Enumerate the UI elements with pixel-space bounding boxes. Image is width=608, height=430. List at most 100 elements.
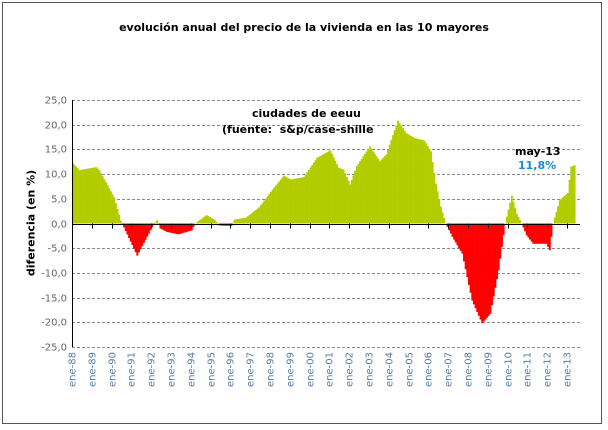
bar xyxy=(235,219,238,224)
bar xyxy=(296,178,299,224)
bar xyxy=(88,168,91,224)
bar xyxy=(261,202,264,224)
bar xyxy=(195,222,198,224)
bar xyxy=(451,223,454,237)
callout-value: 11,8% xyxy=(518,159,557,172)
bar xyxy=(96,168,99,224)
bar xyxy=(522,223,525,228)
bar xyxy=(283,175,286,224)
bar xyxy=(494,223,497,288)
bar xyxy=(519,220,522,224)
bar xyxy=(365,151,368,224)
bar xyxy=(139,223,142,250)
bar xyxy=(327,151,330,224)
bar xyxy=(182,223,185,233)
bar xyxy=(560,198,563,224)
bar xyxy=(114,203,117,224)
bar xyxy=(410,136,413,224)
x-tick-label: ene-96 xyxy=(225,352,236,387)
bar xyxy=(573,165,576,224)
x-tick-label: ene-03 xyxy=(364,352,375,387)
bar xyxy=(118,214,121,224)
bar xyxy=(395,125,398,224)
bar xyxy=(95,167,98,224)
bar xyxy=(166,223,168,232)
bar xyxy=(319,155,322,224)
bar xyxy=(515,213,518,224)
bar xyxy=(529,223,531,240)
x-tick-label: ene-88 xyxy=(67,352,78,387)
bar xyxy=(172,223,175,234)
x-tick-label: ene-89 xyxy=(87,352,98,387)
bar xyxy=(180,223,183,234)
x-tick-label: ene-92 xyxy=(146,352,157,387)
x-tick-label: ene-95 xyxy=(206,352,217,387)
bar xyxy=(187,223,190,232)
bar xyxy=(505,216,508,224)
bar xyxy=(347,180,350,224)
bar xyxy=(260,205,263,224)
bar xyxy=(408,135,411,224)
bar xyxy=(540,223,543,244)
bar xyxy=(279,179,282,224)
bar xyxy=(354,170,357,224)
y-tick-label: 25,0 xyxy=(44,95,67,106)
bar xyxy=(240,218,243,224)
x-tick-label: ene-90 xyxy=(107,352,118,387)
bar xyxy=(468,223,470,285)
bar xyxy=(484,223,487,320)
bar xyxy=(487,223,490,316)
y-tick-label: 0,0 xyxy=(51,219,67,230)
bar xyxy=(128,223,131,239)
y-tick-label: 20,0 xyxy=(44,120,67,131)
bar xyxy=(169,223,172,233)
bar xyxy=(538,223,541,244)
bar xyxy=(441,212,444,224)
bar xyxy=(547,223,550,247)
bar xyxy=(558,200,561,224)
bar xyxy=(378,161,381,224)
bar xyxy=(288,178,291,224)
bar xyxy=(331,153,333,224)
bar xyxy=(108,188,111,224)
x-tick-label: ene-97 xyxy=(245,352,256,387)
bar xyxy=(91,167,94,224)
bar xyxy=(81,169,84,224)
bar xyxy=(121,223,124,225)
bar xyxy=(263,200,266,224)
bar xyxy=(304,174,307,224)
bar xyxy=(509,202,512,224)
bar xyxy=(496,223,498,280)
bar xyxy=(380,159,383,224)
bar xyxy=(78,170,81,224)
bar xyxy=(486,223,489,318)
x-tick-label: ene-12 xyxy=(542,352,553,387)
bar xyxy=(286,177,289,224)
bar xyxy=(159,223,162,229)
bar xyxy=(284,176,287,224)
bar xyxy=(393,130,396,224)
x-tick-label: ene-05 xyxy=(404,352,415,387)
bar xyxy=(345,177,348,224)
bar xyxy=(276,183,279,224)
bar xyxy=(413,138,416,224)
bar xyxy=(200,218,203,224)
bar xyxy=(103,179,106,224)
bar xyxy=(332,157,335,224)
bar xyxy=(123,223,126,228)
bar xyxy=(501,223,503,247)
bar xyxy=(265,198,267,224)
bar xyxy=(355,166,358,224)
bar xyxy=(433,172,436,224)
bar xyxy=(324,153,327,224)
bar xyxy=(553,217,556,224)
bar xyxy=(138,223,140,253)
bar xyxy=(563,195,566,224)
bar xyxy=(149,223,152,231)
bar xyxy=(477,223,480,316)
bar xyxy=(562,197,564,224)
bar xyxy=(400,125,403,224)
bar xyxy=(359,161,362,224)
bar xyxy=(83,169,86,224)
